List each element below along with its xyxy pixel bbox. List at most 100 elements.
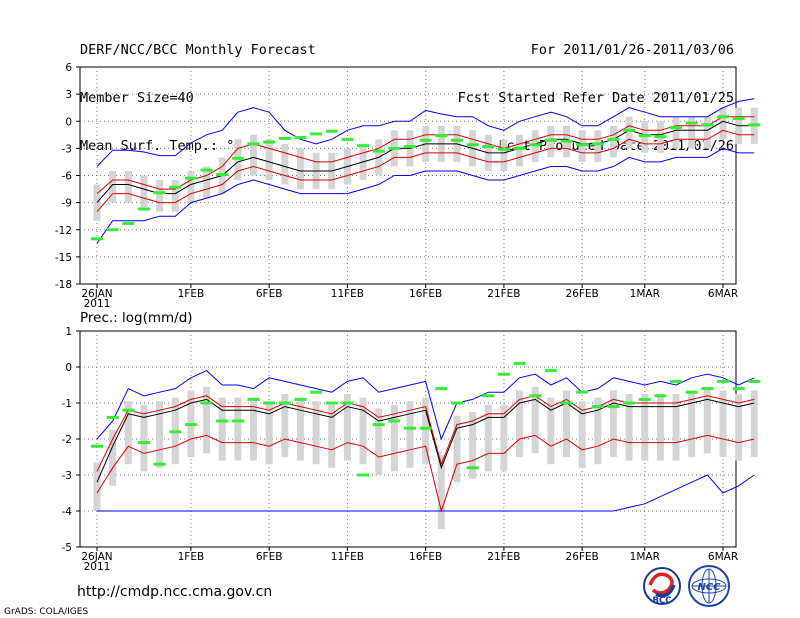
prec-member-box [359,397,367,465]
prec-member-box [422,397,430,465]
temp-member-box [124,170,132,203]
prec-member-box [375,408,383,475]
prec-member-box [93,462,101,511]
prec-member-box [218,397,226,461]
prec-member-box [312,401,320,465]
prec-min-line [97,474,755,512]
prec-member-box [281,394,289,457]
footer-url[interactable]: http://cmdp.ncc.cma.gov.cn [77,584,272,600]
prec-panel-title: Prec.: log(mm/d) [80,310,193,326]
prec-member-box [750,390,758,457]
temp-lower-line [96,129,755,213]
temp-min-line [96,147,755,244]
prec-member-box [719,390,727,457]
temp-xtick-label: 26JAN [81,288,112,300]
temp-xtick-label: 1FEB [178,288,205,300]
prec-member-box [656,394,664,461]
prec-upper-line [96,395,755,472]
prec-member-box [578,401,586,468]
prec-member-box [641,394,649,461]
temp-ytick-label: -15 [55,252,72,264]
temp-member-box [296,148,304,190]
temp-member-box [250,134,257,176]
temp-xtick-label: 11FEB [331,288,364,300]
prec-member-box [390,404,398,472]
temp-upper-line [96,116,755,194]
temp-ytick-label: -3 [62,143,72,155]
prec-ytick-label: -2 [62,434,72,446]
grads-credit: GrADS: COLA/IGES [4,607,88,617]
prec-member-box [688,390,696,457]
prec-xtick-label: 1FEB [178,551,205,563]
temp-xtick-label: 6FEB [256,288,283,300]
prec-member-box [203,386,211,454]
temp-member-box [281,143,289,185]
prec-member-box [469,412,477,479]
prec-xtick-label: 16FEB [409,551,442,563]
prec-member-box [437,455,445,529]
prec-xtick-label: 1MAR [630,551,660,563]
prec-year-label: 2011 [84,561,111,573]
temp-member-box [500,139,508,171]
prec-member-box [672,394,680,461]
prec-max-line [96,370,755,441]
prec-member-box [406,401,414,468]
temp-xtick-label: 16FEB [409,288,442,300]
precipitation-panel: 1 0 -1 -2 -3 -4 -5 26JAN 1FEB 6FEB 11FEB 16FEB 21FEB… [62,326,761,573]
prec-member-box [124,401,132,465]
temp-member-box [625,116,633,149]
prec-member-box [328,404,336,468]
prec-xtick-label: 21FEB [487,551,520,563]
temp-ytick-label: 0 [65,116,72,128]
temp-member-box [187,170,195,203]
prec-member-box [156,401,164,468]
prec-member-box [625,394,633,461]
temp-ytick-label: -12 [55,225,72,237]
temp-member-box [140,175,148,208]
temp-member-box [265,139,273,181]
temp-member-box [93,184,101,221]
prec-member-box [531,386,539,454]
prec-member-box [234,397,242,461]
prec-ytick-label: 1 [65,326,72,338]
header-title: DERF/NCC/BCC Monthly Forecast [80,42,316,58]
temp-xtick-label: 21FEB [487,288,520,300]
temp-ytick-label: -18 [55,279,72,291]
header-started-date: Fcst Started Refer Date 2011/01/25 [457,90,734,106]
prec-member-box [735,394,743,461]
temp-max-line [96,98,755,167]
bcc-logo-text: BCC [653,596,672,606]
temp-year-label: 2011 [84,298,111,310]
ncc-logo-text: NCC [697,582,721,593]
temp-xtick-label: 6MAR [708,288,738,300]
prec-member-box [594,397,602,465]
prec-mean-line [96,398,755,483]
prec-member-box [265,401,273,465]
temperature-panel: 6 3 0 -3 -6 -9 -12 -15 -18 26JAN 1FEB 6FEB 11FEB 16FE… [55,62,761,310]
ncc-logo: NCC [688,565,730,607]
prec-ytick-label: -3 [62,470,72,482]
prec-member-box [484,404,492,472]
prec-member-box [250,397,257,461]
prec-member-box [609,390,617,457]
prec-member-box [547,397,555,465]
prec-member-box [563,390,570,457]
temp-member-box [516,134,524,167]
prec-member-box [109,430,117,486]
temp-xtick-label: 1MAR [630,288,660,300]
temp-member-box [156,180,164,212]
prec-xtick-label: 26JAN [81,551,112,563]
temp-member-box [109,170,117,203]
prec-member-box [703,386,711,454]
prec-xtick-label: 11FEB [331,551,364,563]
temp-member-box [171,180,179,212]
temp-ytick-label: 6 [65,62,72,74]
temp-member-box [203,166,211,199]
temp-member-box [609,125,617,158]
temp-member-box [719,107,727,140]
prec-xtick-label: 26FEB [566,551,599,563]
prec-ytick-label: -5 [62,542,72,554]
prec-member-box [296,397,304,461]
prec-member-box [516,390,524,457]
